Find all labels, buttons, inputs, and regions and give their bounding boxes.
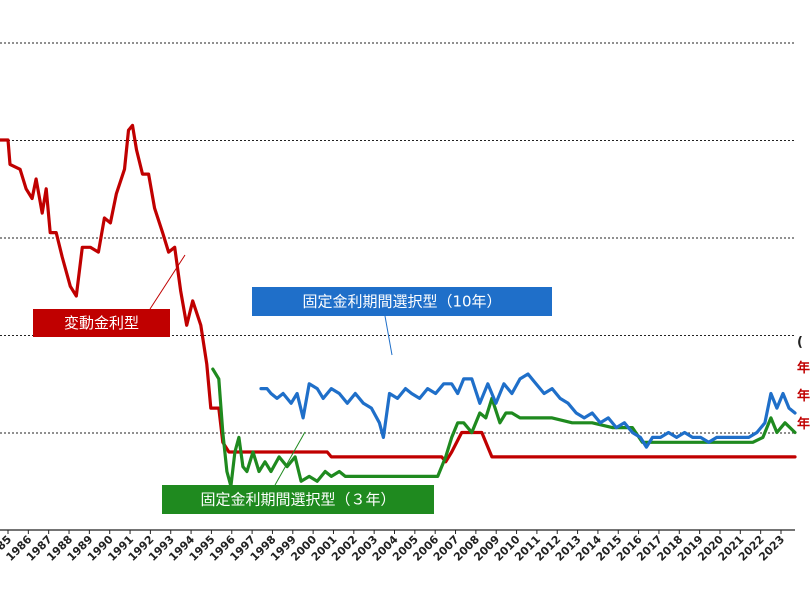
series-line-1 (259, 372, 797, 449)
right-edge-label-2: 年 (797, 388, 810, 404)
right-edge-label-0: ( (797, 335, 803, 350)
callouts: 変動金利型 固定金利期間選択型（10年） 固定金利期間選択型（３年） (33, 254, 552, 514)
callout-box-0 (33, 309, 170, 337)
series-line-2 (211, 367, 797, 488)
series-layer (0, 123, 797, 488)
series-line-0 (0, 123, 797, 464)
right-edge-label-1: 年 (797, 360, 810, 376)
callout-label-2: 固定金利期間選択型（３年） (200, 491, 395, 509)
callout-leader-0 (149, 254, 186, 310)
callout-leader-1 (384, 315, 393, 356)
callout-label-1: 固定金利期間選択型（10年） (302, 293, 501, 311)
callout-label-0: 変動金利型 (64, 314, 139, 332)
callout-box-2 (162, 485, 434, 514)
callout-box-1 (252, 287, 552, 316)
x-axis-tick-labels: 1985198619871988198919901991199219931994… (0, 530, 787, 564)
right-edge-label-3: 年 (797, 416, 810, 432)
callout-leader-2 (274, 431, 306, 486)
right-edge-labels: (年年年 (797, 335, 810, 432)
grid-lines (0, 42, 795, 434)
